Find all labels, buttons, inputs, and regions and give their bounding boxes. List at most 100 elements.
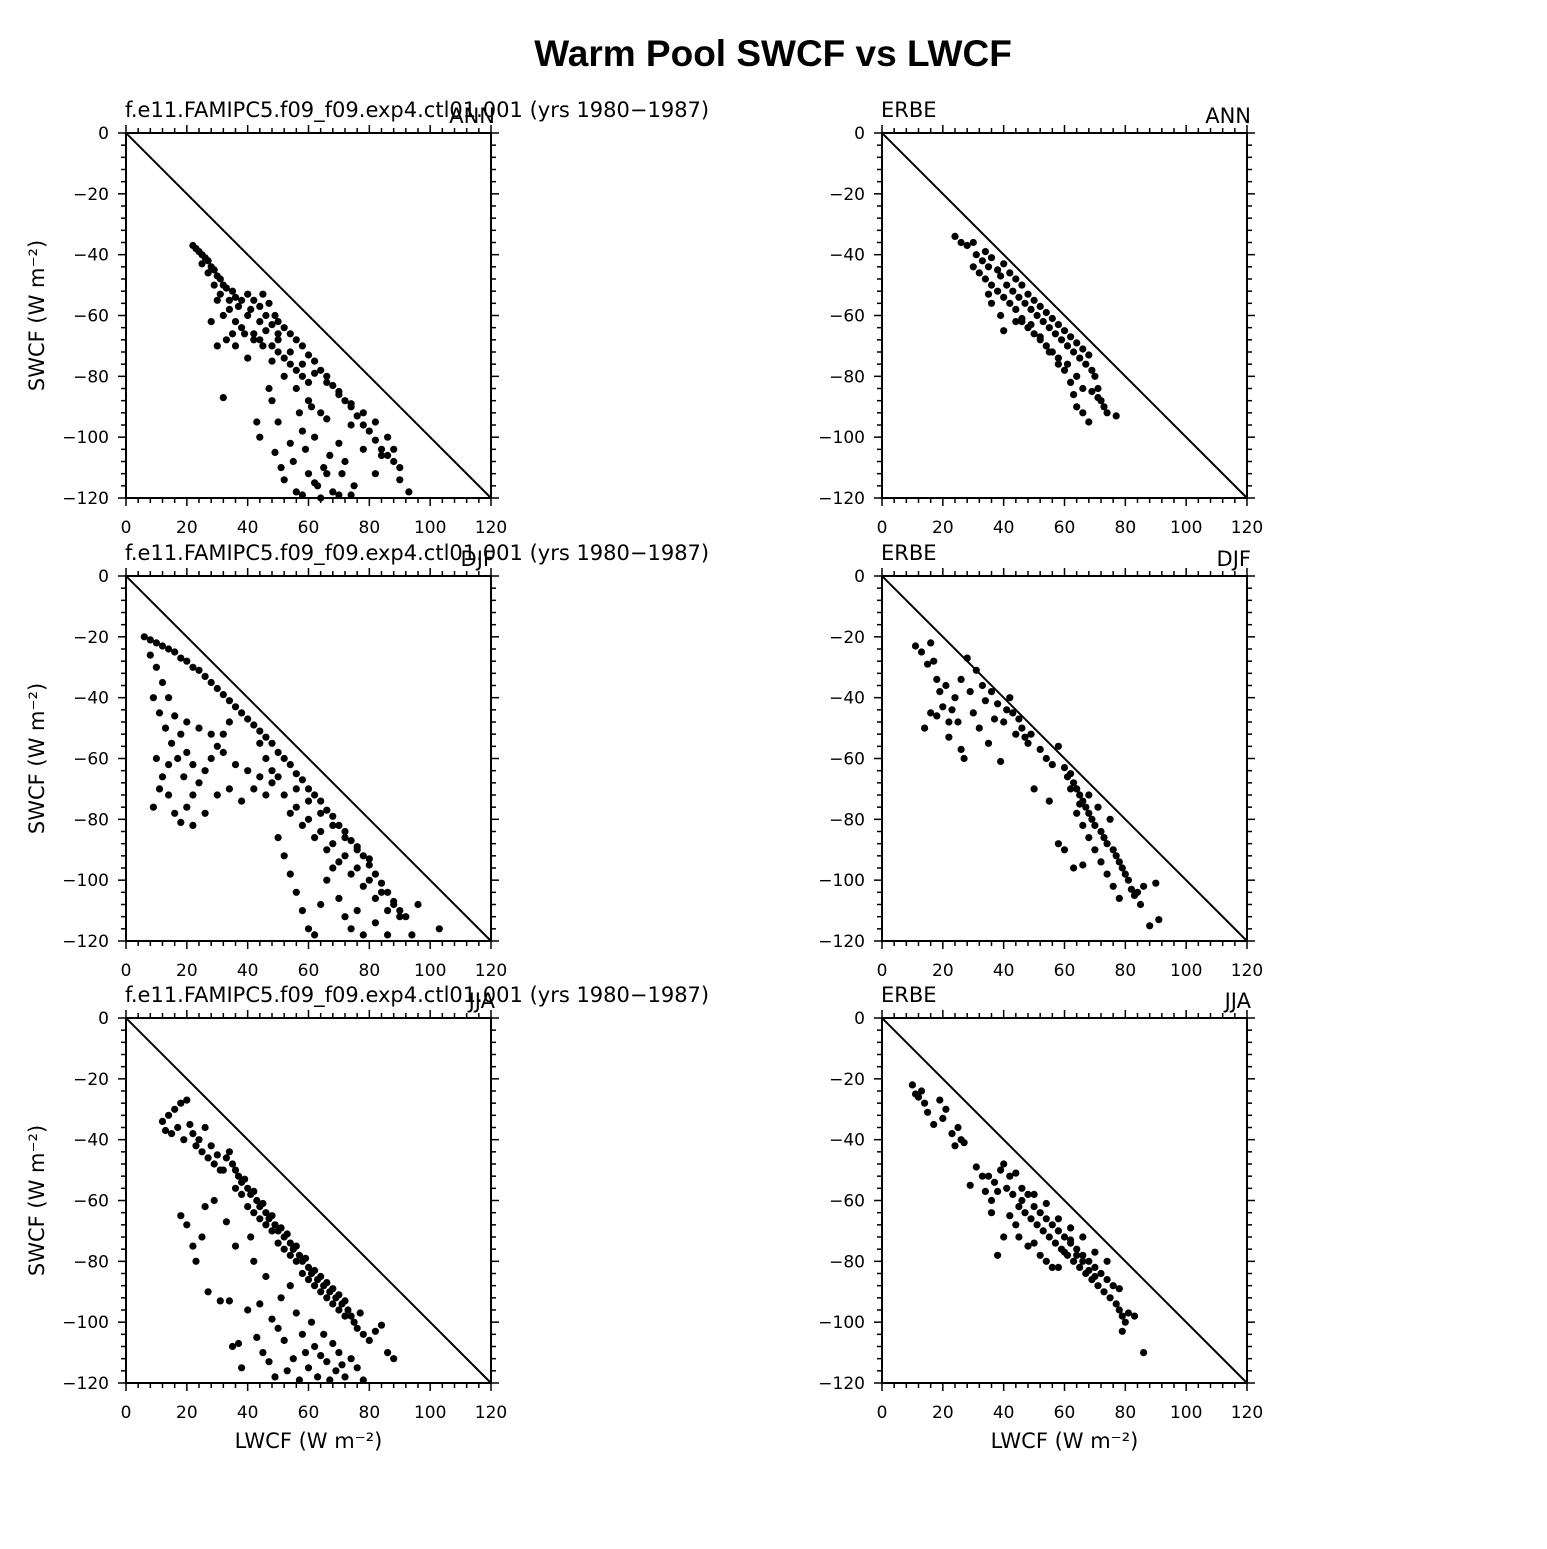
y-tick-label: 0 [98,1009,109,1029]
data-point [1106,815,1114,823]
data-point [301,1254,310,1262]
y-tick-label: 0 [98,567,109,587]
data-point [213,1151,221,1159]
data-point [222,1154,230,1162]
y-tick-label: −60 [73,1192,109,1212]
data-point [262,791,270,799]
data-point [365,855,373,863]
data-point [177,1099,185,1107]
data-point [201,809,209,817]
data-point [930,657,938,665]
data-point [1091,372,1099,380]
data-point [1124,1309,1132,1317]
data-point [1060,327,1069,335]
data-point [975,724,983,732]
data-point [292,384,300,393]
data-point [981,1187,990,1195]
x-tick-label: 60 [298,961,320,981]
data-point [1091,846,1099,854]
reference-line [125,132,492,499]
data-point [311,1282,319,1290]
data-point [1021,733,1029,741]
data-point [377,888,386,896]
data-point [317,797,325,805]
data-point [228,287,237,295]
data-point [317,1288,325,1296]
data-point [1012,730,1020,738]
x-tick-label: 80 [1115,961,1137,981]
data-point [997,272,1005,280]
data-point [371,870,379,878]
data-point [195,724,203,732]
data-point [1009,1190,1017,1198]
data-point [329,840,337,848]
data-point [317,409,325,417]
data-point [286,1251,294,1259]
data-point [1042,342,1050,350]
data-point [231,1184,240,1192]
data-point [201,1203,209,1211]
y-axis-label: SWCF (W m⁻²) [25,683,49,834]
data-point [335,439,343,447]
data-point [390,900,398,909]
data-point [435,925,443,933]
x-tick-label: 80 [1115,518,1137,538]
data-point [371,418,379,426]
data-point [347,491,355,499]
y-tick-label: −40 [829,689,865,709]
data-point [213,296,221,304]
data-point [1109,846,1117,854]
data-point [396,907,404,915]
data-point [225,1148,233,1156]
x-axis-label: LWCF (W m⁻²) [235,1429,383,1453]
data-point [171,648,179,656]
data-point [323,1358,331,1366]
data-point [149,694,157,702]
data-point [329,1300,337,1308]
data-point [1054,1215,1062,1223]
data-point [268,767,276,775]
y-tick-label: −20 [73,628,109,648]
data-point [1094,1282,1102,1290]
data-point [1079,384,1087,393]
data-point [1112,852,1120,860]
data-point [271,448,279,456]
data-point [1073,372,1081,380]
data-point [1018,281,1026,289]
data-point [1006,694,1014,702]
data-point [1027,730,1035,738]
x-tick-label: 60 [1054,518,1076,538]
data-point [969,709,977,717]
x-tick-label: 40 [993,1403,1015,1423]
x-tick-label: 120 [1231,518,1263,538]
data-point [298,1330,306,1338]
data-point [1103,870,1111,878]
data-point [1054,1263,1062,1271]
data-point [231,342,240,350]
data-point [280,324,288,332]
y-tick-label: 0 [98,124,109,144]
data-point [259,342,267,350]
data-point [1012,275,1020,283]
data-point [1097,858,1105,866]
data-point [914,1093,923,1101]
x-tick-label: 100 [1170,1403,1202,1423]
data-point [210,1196,218,1205]
x-tick-label: 100 [414,518,446,538]
data-point [262,311,270,320]
data-point [314,1373,322,1381]
x-tick-label: 20 [176,961,198,981]
data-point [1115,858,1123,866]
data-point [152,663,160,671]
data-point [250,1209,258,1217]
data-point [329,1285,337,1293]
data-point [1091,1263,1099,1271]
data-point [216,275,224,283]
data-point [250,1257,258,1265]
data-point [216,1297,224,1305]
data-point [1152,879,1160,887]
data-point [1030,785,1038,793]
data-point [155,709,164,717]
data-point [161,1126,170,1135]
data-point [177,730,185,738]
